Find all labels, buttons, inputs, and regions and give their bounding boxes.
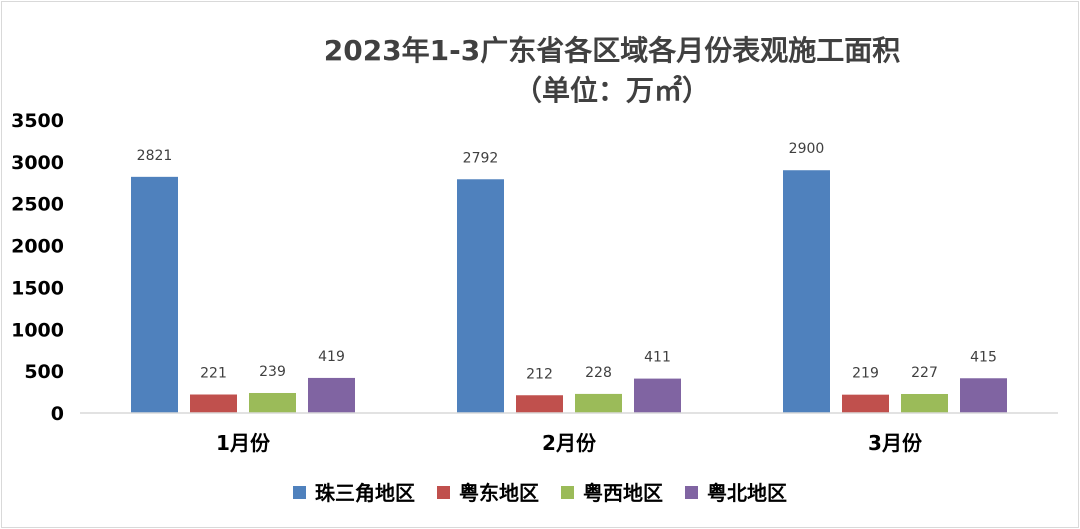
y-tick-label: 1000	[11, 319, 64, 341]
bar	[249, 392, 296, 413]
y-tick-label: 3000	[11, 152, 64, 174]
bar	[457, 179, 504, 413]
bar	[575, 393, 622, 413]
x-tick-label: 1月份	[216, 431, 271, 455]
chart-subtitle: （单位：万㎡）	[514, 74, 710, 107]
legend-label: 珠三角地区	[315, 481, 415, 505]
bar	[960, 378, 1007, 413]
x-axis: 1月份 2月份 3月份	[216, 431, 923, 455]
y-tick-label: 2000	[11, 236, 64, 258]
y-tick-label: 3500	[11, 110, 64, 132]
data-label: 219	[852, 366, 879, 382]
data-label: 411	[644, 350, 671, 366]
y-tick-label: 2500	[11, 194, 64, 216]
bar	[190, 394, 237, 413]
legend-swatch	[293, 486, 306, 499]
legend-swatch	[561, 486, 574, 499]
legend: 珠三角地区 粤东地区 粤西地区 粤北地区	[293, 481, 787, 505]
bar	[842, 394, 889, 413]
data-label: 228	[585, 365, 612, 381]
bar	[901, 393, 948, 413]
data-label: 2900	[789, 141, 825, 157]
y-tick-label: 1500	[11, 277, 64, 299]
y-tick-label: 500	[24, 361, 64, 383]
bars	[131, 170, 1007, 413]
data-labels: 2821 221 239 419 2792 212 228 411 2900 219 227 415	[137, 141, 997, 382]
data-label: 221	[200, 365, 227, 381]
y-tick-label: 0	[51, 403, 64, 425]
bar	[634, 378, 681, 413]
y-axis: 0 500 1000 1500 2000 2500 3000 3500	[11, 110, 64, 425]
data-label: 2792	[463, 150, 499, 166]
legend-swatch	[437, 486, 450, 499]
legend-label: 粤西地区	[583, 481, 663, 505]
data-label: 415	[970, 349, 997, 365]
bar	[131, 176, 178, 413]
data-label: 239	[259, 364, 286, 380]
chart-title: 2023年1-3广东省各区域各月份表观施工面积	[324, 34, 901, 67]
data-label: 212	[526, 366, 553, 382]
bar	[516, 395, 563, 413]
bar	[783, 170, 830, 413]
legend-label: 粤东地区	[459, 481, 539, 505]
data-label: 419	[318, 349, 345, 365]
bar	[308, 377, 355, 413]
data-label: 2821	[137, 148, 173, 164]
legend-label: 粤北地区	[707, 481, 787, 505]
data-label: 227	[911, 365, 938, 381]
x-tick-label: 3月份	[868, 431, 923, 455]
legend-swatch	[685, 486, 698, 499]
x-tick-label: 2月份	[542, 431, 597, 455]
